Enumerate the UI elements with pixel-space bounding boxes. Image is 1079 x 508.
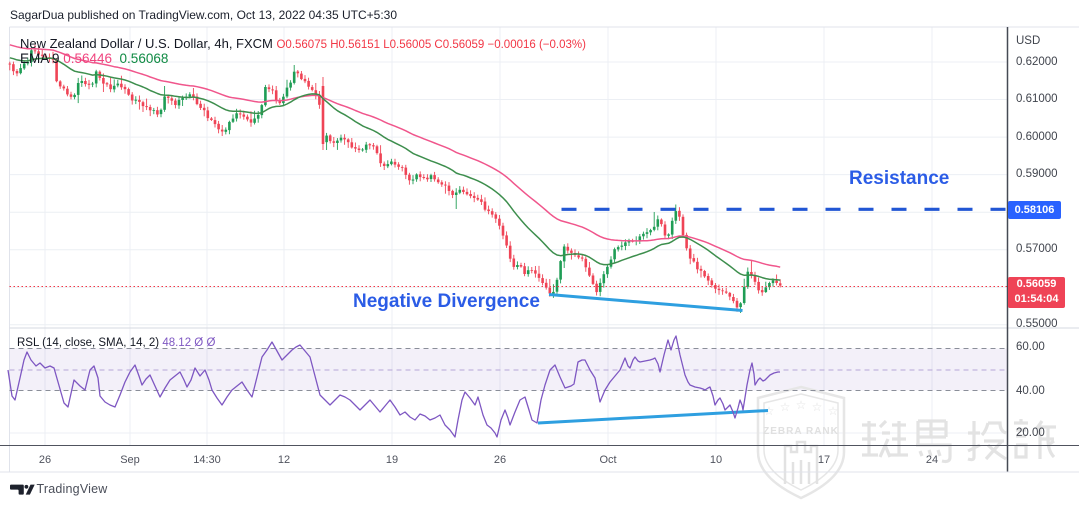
svg-text:☆: ☆	[812, 400, 823, 414]
svg-text:ZEBRA RANK: ZEBRA RANK	[763, 426, 839, 437]
svg-text:☆: ☆	[828, 404, 839, 418]
svg-text:☆: ☆	[780, 400, 791, 414]
svg-text:☆: ☆	[796, 398, 807, 412]
svg-text:☆: ☆	[764, 404, 775, 418]
